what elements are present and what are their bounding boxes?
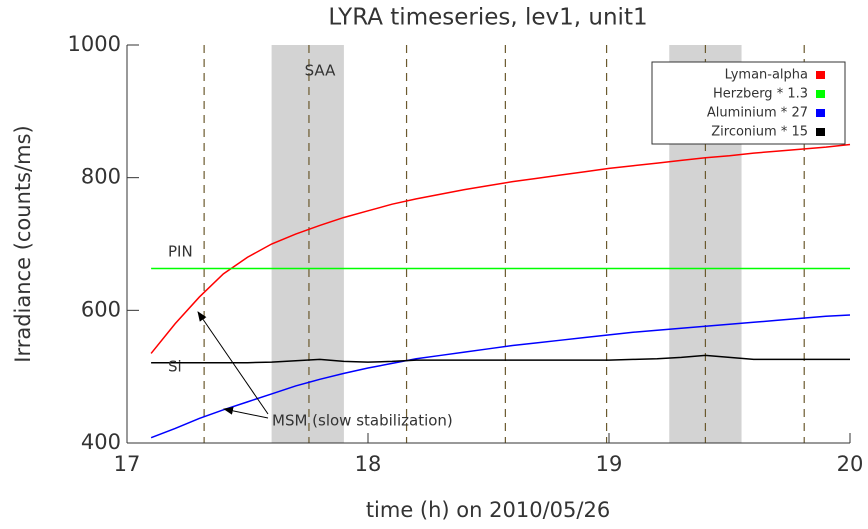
series-line	[150, 314, 851, 439]
y-tick-label: 600	[81, 297, 121, 321]
legend-swatch	[816, 71, 825, 79]
y-tick-label: 800	[81, 165, 121, 189]
annotation: MSM (slow stabilization)	[272, 412, 453, 430]
x-tick-label: 19	[596, 452, 623, 476]
legend-label: Herzberg * 1.3	[713, 87, 808, 102]
series-line	[151, 354, 850, 364]
legend-label: Aluminium * 27	[707, 106, 808, 121]
annotation: Si	[168, 358, 182, 376]
annotation: PIN	[168, 243, 193, 261]
legend-label: Lyman-alpha	[725, 68, 808, 83]
series-line	[150, 143, 851, 354]
legend-swatch	[816, 90, 825, 98]
x-axis-label: time (h) on 2010/05/26	[366, 498, 610, 522]
legend-swatch	[816, 128, 825, 136]
arrow	[223, 406, 269, 419]
x-tick-label: 18	[355, 452, 382, 476]
y-tick-label: 1000	[68, 32, 121, 56]
y-axis-label: Irradiance (counts/ms)	[11, 125, 35, 363]
y-tick-label: 400	[81, 430, 121, 454]
legend-box	[651, 61, 846, 145]
x-tick-label: 17	[114, 452, 141, 476]
arrow	[197, 311, 269, 415]
annotation: SAA	[305, 62, 336, 80]
x-tick-label: 20	[837, 452, 864, 476]
legend-swatch	[816, 109, 825, 117]
legend-label: Zirconium * 15	[711, 125, 808, 140]
chart-title: LYRA timeseries, lev1, unit1	[328, 5, 647, 31]
